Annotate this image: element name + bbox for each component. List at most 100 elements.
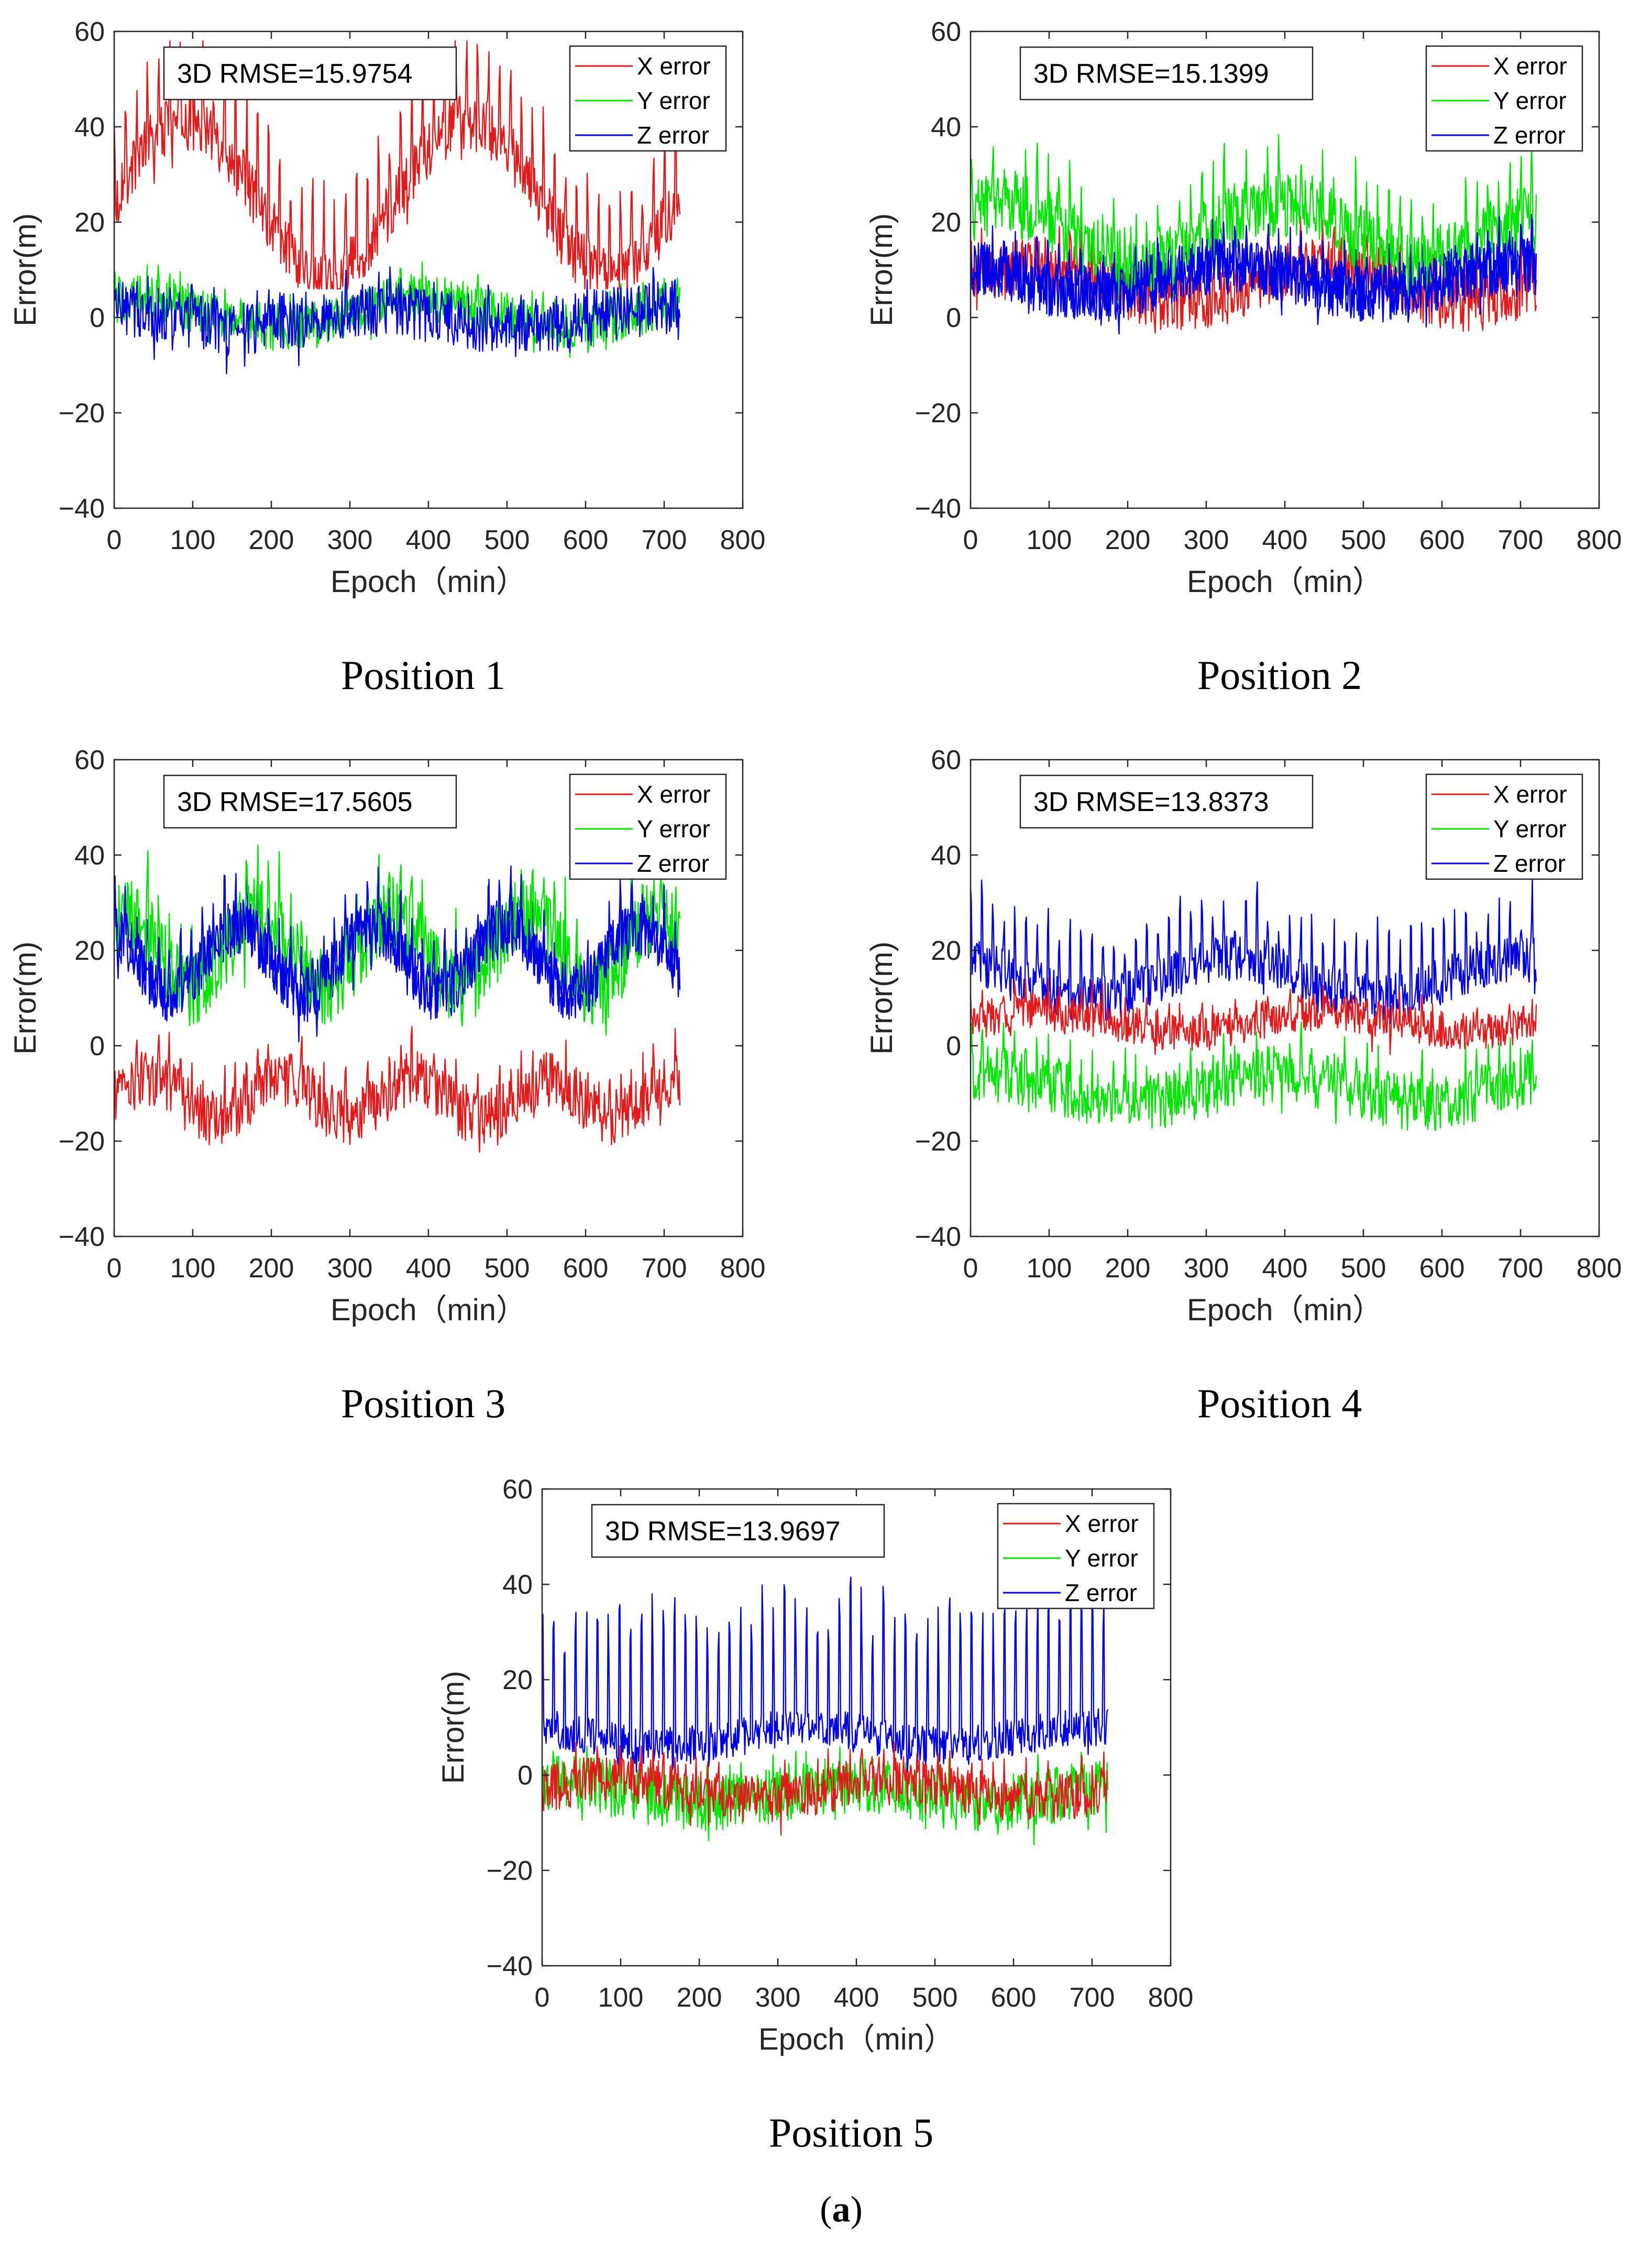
legend-label: X error bbox=[1493, 52, 1567, 80]
x-tick-label: 100 bbox=[1027, 525, 1072, 555]
y-tick-label: 0 bbox=[517, 1760, 533, 1791]
x-tick-label: 200 bbox=[249, 525, 294, 555]
legend-label: Z error bbox=[637, 850, 709, 877]
series-line-y-error bbox=[542, 1745, 1109, 1846]
series-line-z-error bbox=[114, 266, 681, 375]
y-tick-label: −40 bbox=[59, 494, 105, 524]
series-line-y-error bbox=[971, 1021, 1537, 1131]
legend-label: Z error bbox=[637, 122, 709, 149]
y-tick-label: −20 bbox=[915, 1126, 961, 1157]
legend-label: Z error bbox=[1493, 122, 1566, 149]
y-tick-label: 40 bbox=[74, 840, 105, 871]
figure-label: (a) bbox=[820, 2189, 863, 2230]
y-tick-label: 60 bbox=[502, 1474, 533, 1505]
x-tick-label: 800 bbox=[720, 1253, 766, 1284]
x-tick-label: 500 bbox=[1341, 1253, 1386, 1284]
x-tick-label: 400 bbox=[1262, 525, 1308, 555]
y-tick-label: 60 bbox=[74, 17, 105, 47]
y-tick-label: −40 bbox=[59, 1222, 105, 1252]
y-axis-label: Error(m) bbox=[865, 941, 899, 1055]
y-tick-label: −40 bbox=[915, 1222, 961, 1252]
y-tick-label: 20 bbox=[74, 936, 105, 966]
rmse-annotation: 3D RMSE=17.5605 bbox=[177, 787, 413, 817]
series-group bbox=[114, 845, 681, 1153]
panel-caption: Position 1 bbox=[341, 652, 505, 698]
x-tick-label: 800 bbox=[1577, 525, 1622, 555]
legend-label: Y error bbox=[637, 87, 710, 114]
panel-caption: Position 5 bbox=[769, 2110, 933, 2155]
x-axis-label: Epoch（min） bbox=[758, 2022, 954, 2056]
x-tick-label: 200 bbox=[1105, 1253, 1151, 1284]
y-tick-label: 20 bbox=[931, 936, 961, 966]
legend-label: Z error bbox=[1493, 850, 1566, 877]
chart-panel-4: 0 100 200 300 400 500 600 700 800 −40 −20 0 20 40 60 Ep… bbox=[865, 745, 1622, 1426]
chart-panel-3: 0 100 200 300 400 500 600 700 800 −40 −20 0 20 40 60 Ep… bbox=[8, 745, 765, 1426]
rmse-box bbox=[163, 774, 457, 829]
x-tick-label: 400 bbox=[834, 1983, 879, 2013]
legend-label: X error bbox=[637, 781, 711, 808]
x-tick-label: 600 bbox=[991, 1983, 1037, 2013]
chart-panel-2: 0 100 200 300 400 500 600 700 800 −40 −20 0 20 40 60 Ep… bbox=[865, 17, 1622, 698]
x-tick-label: 600 bbox=[1419, 525, 1465, 555]
y-tick-label: 20 bbox=[74, 207, 105, 238]
rmse-box bbox=[591, 1504, 885, 1558]
chart-panel-5: 0 100 200 300 400 500 600 700 800 −40 −20 0 20 40 60 Ep… bbox=[436, 1474, 1193, 2155]
legend-label: Y error bbox=[637, 815, 710, 842]
series-group bbox=[971, 878, 1537, 1131]
legend-label: X error bbox=[637, 52, 711, 80]
y-tick-label: 0 bbox=[90, 1031, 105, 1061]
y-tick-label: 0 bbox=[90, 303, 105, 333]
rmse-box bbox=[163, 46, 457, 101]
legend-box bbox=[1425, 45, 1583, 152]
x-tick-label: 700 bbox=[1498, 525, 1544, 555]
y-tick-label: 0 bbox=[946, 303, 961, 333]
rmse-annotation: 3D RMSE=13.9697 bbox=[605, 1516, 841, 1547]
x-tick-label: 700 bbox=[642, 1253, 687, 1284]
series-line-x-error bbox=[542, 1741, 1108, 1836]
x-tick-label: 500 bbox=[484, 525, 530, 555]
x-tick-label: 400 bbox=[1262, 1253, 1308, 1284]
rmse-annotation: 3D RMSE=15.1399 bbox=[1033, 59, 1269, 89]
y-tick-label: −20 bbox=[59, 398, 105, 429]
x-tick-label: 0 bbox=[535, 1983, 550, 2013]
legend-label: Y error bbox=[1065, 1545, 1138, 1572]
x-tick-label: 300 bbox=[755, 1983, 801, 2013]
x-tick-label: 500 bbox=[912, 1983, 958, 2013]
x-tick-label: 400 bbox=[406, 525, 451, 555]
x-tick-label: 700 bbox=[1070, 1983, 1115, 2013]
series-line-z-error bbox=[971, 216, 1537, 335]
series-line-z-error bbox=[114, 865, 680, 1037]
series-group bbox=[114, 40, 681, 375]
x-tick-label: 200 bbox=[677, 1983, 722, 2013]
series-line-x-error bbox=[971, 978, 1537, 1055]
y-tick-label: −20 bbox=[487, 1856, 533, 1886]
legend-box bbox=[1425, 773, 1583, 880]
x-tick-label: 200 bbox=[1105, 525, 1151, 555]
x-tick-label: 300 bbox=[1184, 525, 1229, 555]
legend-label: Y error bbox=[1493, 815, 1567, 842]
y-tick-label: 20 bbox=[931, 207, 961, 238]
series-line-x-error bbox=[114, 1026, 681, 1153]
series-group bbox=[542, 1576, 1109, 1846]
series-line-y-error bbox=[114, 261, 681, 366]
y-tick-label: 40 bbox=[502, 1570, 533, 1600]
x-axis-label: Epoch（min） bbox=[331, 1293, 526, 1327]
panel-caption: Position 2 bbox=[1197, 652, 1362, 698]
x-tick-label: 800 bbox=[720, 525, 766, 555]
y-tick-label: −20 bbox=[59, 1126, 105, 1157]
y-tick-label: 40 bbox=[74, 112, 105, 143]
legend-label: X error bbox=[1493, 781, 1567, 808]
x-tick-label: 100 bbox=[170, 525, 216, 555]
y-axis-label: Error(m) bbox=[8, 213, 42, 326]
series-group bbox=[971, 134, 1537, 335]
x-tick-label: 500 bbox=[1341, 525, 1386, 555]
x-tick-label: 0 bbox=[963, 525, 978, 555]
rmse-box bbox=[1019, 46, 1314, 101]
legend-label: X error bbox=[1065, 1510, 1139, 1537]
x-tick-label: 100 bbox=[598, 1983, 644, 2013]
legend-label: Z error bbox=[1065, 1579, 1137, 1606]
legend-box bbox=[569, 45, 727, 152]
x-tick-label: 400 bbox=[406, 1253, 451, 1284]
y-tick-label: 40 bbox=[931, 112, 961, 143]
x-tick-label: 500 bbox=[484, 1253, 530, 1284]
